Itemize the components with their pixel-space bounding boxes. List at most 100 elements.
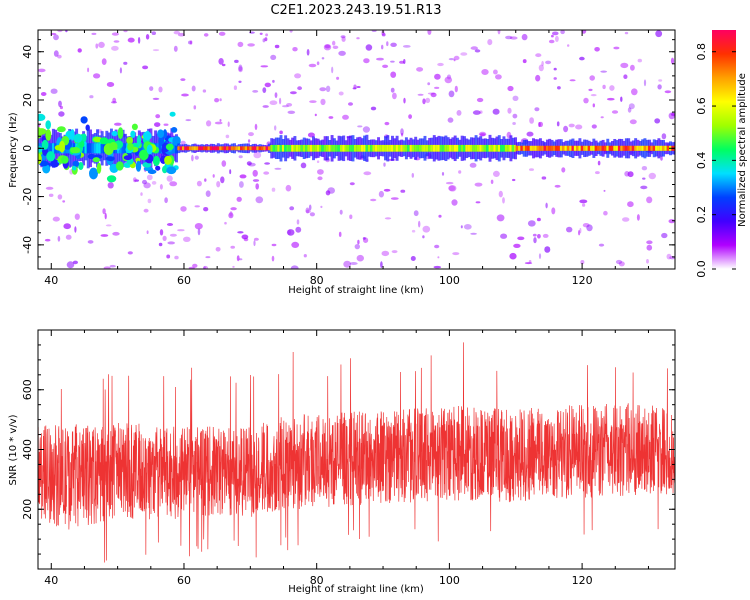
spectrogram-signal-blob (59, 140, 65, 153)
spectrogram-signal-core (272, 144, 276, 152)
spectrogram-noise-blob (660, 156, 663, 161)
spectrogram-signal-core (421, 144, 425, 152)
spectrogram-noise-blob (218, 58, 224, 65)
spectrogram-noise-blob (541, 176, 547, 180)
spectrogram-noise-blob (552, 31, 559, 36)
spectrogram-noise-blob (422, 98, 426, 105)
spectrogram-signal-core (342, 144, 346, 152)
spectrogram-noise-blob (93, 73, 101, 79)
spectrogram-noise-blob (600, 116, 604, 119)
colorbar-ticks: 0.0 0.2 0.4 0.6 0.8 (695, 43, 736, 278)
spectrogram-noise-blob (622, 217, 630, 222)
spectrogram-noise-blob (336, 76, 340, 80)
spectrogram-noise-blob (132, 177, 137, 183)
spectrogram-noise-blob (111, 32, 119, 36)
spectrogram-noise-blob (248, 162, 256, 167)
x-tick-label: 80 (310, 574, 324, 587)
spectrogram-signal-core (622, 145, 626, 151)
spectrogram-signal-blob (157, 129, 165, 138)
spectrogram-signal-core (490, 144, 494, 152)
spectrogram-noise-blob (270, 54, 277, 61)
spectrogram-signal-core (638, 145, 642, 151)
spectrogram-noise-blob (113, 40, 120, 43)
spectrogram-noise-blob (513, 243, 521, 248)
spectrogram-signal-core (298, 144, 302, 152)
spectrogram-noise-blob (474, 182, 483, 187)
spectrogram-noise-blob (203, 207, 209, 212)
colorbar-tick-label: 0.8 (695, 43, 708, 61)
spectrogram-noise-blob (265, 33, 268, 37)
spectrogram-noise-blob (308, 204, 312, 211)
spectrogram-noise-blob (356, 37, 360, 40)
spectrogram-signal-blob (135, 160, 142, 172)
spectrogram-noise-blob (91, 32, 97, 36)
spectrogram-noise-blob (169, 181, 178, 187)
spectrogram-signal-core (223, 146, 227, 151)
spectrogram-signal-core (486, 144, 490, 152)
spectrogram-noise-blob (545, 60, 552, 65)
spectrogram-signal-core (84, 143, 88, 154)
spectrogram-signal-core (648, 145, 652, 151)
spectrogram-noise-blob (427, 30, 432, 35)
spectrogram-signal-blob (169, 111, 176, 117)
spectrogram-noise-blob (631, 88, 638, 96)
spectrogram-noise-blob (127, 37, 135, 43)
spectrogram-signal-core (233, 146, 236, 151)
spectrogram-signal-core (634, 145, 638, 151)
spectrogram-noise-blob (538, 253, 542, 259)
spectrogram-noise-blob (102, 208, 106, 215)
spectrogram-noise-blob (341, 36, 346, 42)
spectrogram-noise-blob (544, 246, 551, 253)
spectrogram-signal-core (629, 145, 633, 151)
spectrogram-noise-blob (413, 210, 419, 217)
colorbar: 0.0 0.2 0.4 0.6 0.8 Normalized spectral ampl… (695, 30, 748, 278)
spectrogram-signal-blob (45, 129, 52, 141)
spectrogram-noise-blob (563, 125, 569, 133)
spectrogram-signal-core (395, 144, 399, 152)
spectrogram-noise-blob (119, 67, 122, 74)
spectrogram-noise-blob (262, 87, 267, 93)
spectrogram-noise-blob (194, 155, 199, 160)
spectrogram-signal-core (279, 144, 283, 152)
spectrogram-signal-blob (170, 126, 178, 133)
spectrogram-signal-core (414, 144, 418, 152)
spectrogram-noise-blob (237, 231, 244, 234)
spectrogram-signal-core (573, 145, 577, 151)
spectrogram-noise-blob (528, 260, 532, 263)
spectrogram-noise-blob (332, 45, 339, 49)
spectrogram-signal-core (407, 144, 411, 152)
spectrogram-signal-blob (162, 165, 168, 174)
spectrogram-signal-core (643, 145, 647, 151)
spectrogram-signal-core (319, 144, 322, 152)
spectrogram-noise-blob (62, 200, 66, 203)
spectrogram-noise-blob (274, 44, 280, 49)
spectrogram-signal-blob (92, 157, 100, 163)
spectrogram-signal-blob (41, 139, 49, 150)
spectrogram-noise-blob (532, 233, 537, 237)
spectrogram-noise-blob (620, 62, 629, 69)
spectrogram-noise-blob (512, 178, 516, 182)
spectrogram-noise-blob (357, 239, 360, 245)
spectrogram-noise-blob (253, 240, 256, 247)
spectrogram-noise-blob (316, 160, 320, 163)
spectrogram-noise-blob (194, 205, 200, 208)
spectrogram-noise-blob (114, 122, 122, 126)
spectrogram-signal-blob (99, 137, 109, 145)
spectrogram-signal-core (214, 146, 218, 151)
spectrogram-noise-blob (433, 265, 442, 269)
spectrogram-signal-core (652, 145, 656, 151)
spectrogram-noise-blob (248, 132, 254, 137)
spectrogram-noise-blob (63, 223, 71, 230)
spectrogram-noise-blob (474, 49, 481, 53)
spectrogram-signal-core (495, 144, 499, 152)
spectrogram-noise-blob (603, 189, 606, 192)
spectrogram-signal-core (291, 144, 295, 152)
spectrogram-signal-core (435, 144, 439, 152)
spectrogram-noise-blob (376, 57, 384, 61)
spectrogram-signal-core (356, 144, 360, 152)
spectrogram-noise-blob (627, 201, 634, 208)
colorbar-gradient (712, 30, 736, 269)
spectrogram-noise-blob (340, 35, 346, 39)
spectrogram-noise-blob (568, 123, 575, 128)
spectrogram-noise-blob (296, 219, 300, 225)
